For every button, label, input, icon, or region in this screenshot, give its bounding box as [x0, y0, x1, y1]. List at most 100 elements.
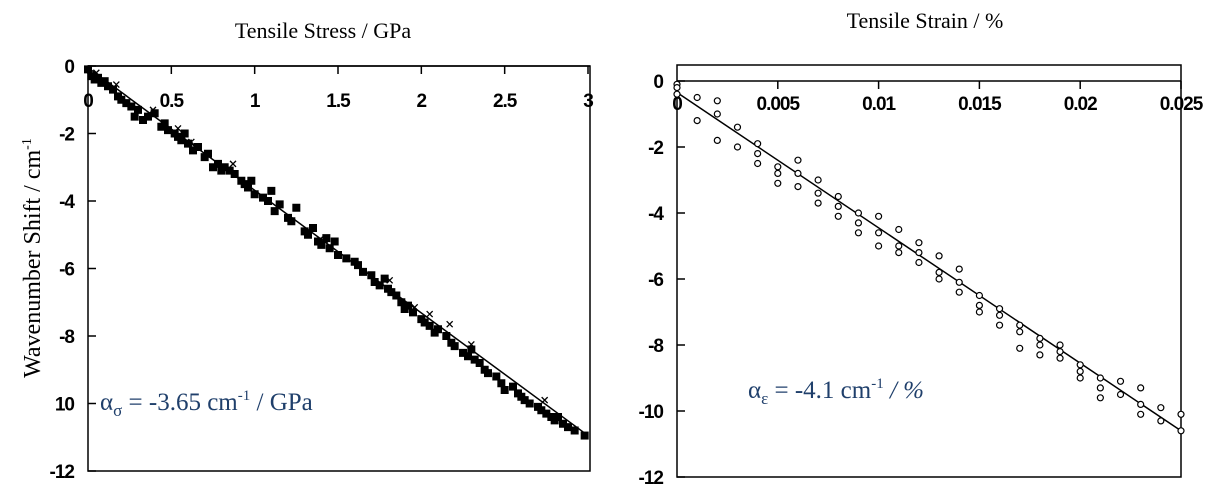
- x-tick-label: 1.5: [326, 91, 351, 112]
- strain-plot-frame: [676, 64, 1182, 478]
- data-point: [955, 278, 963, 286]
- data-point: [1016, 328, 1024, 336]
- data-point: [375, 281, 384, 290]
- data-point: [359, 267, 367, 276]
- strain-coefficient-annotation: αε = -4.1 cm-1 / %: [748, 376, 924, 408]
- data-point: [117, 95, 126, 104]
- data-point: [915, 249, 923, 257]
- data-point: [1016, 344, 1024, 352]
- data-point: [955, 288, 963, 296]
- y-tick-label: -4: [59, 192, 75, 213]
- data-point: [194, 143, 202, 151]
- data-point: [180, 129, 189, 138]
- y-tick-label: 0: [64, 57, 74, 78]
- data-point: [386, 276, 394, 284]
- data-point: [713, 136, 721, 144]
- data-point: [673, 90, 681, 98]
- y-tick-label: 0: [653, 72, 663, 93]
- data-point: [1116, 390, 1125, 399]
- data-point: [150, 109, 159, 118]
- data-point: [380, 274, 389, 283]
- data-point: [834, 202, 842, 210]
- x-tick-label: 3: [583, 91, 593, 112]
- data-point: [754, 159, 762, 168]
- data-point: [464, 352, 472, 361]
- y-axis-label: Wavenumber Shift / cm-1: [20, 138, 46, 378]
- data-point: [230, 170, 239, 178]
- data-point: [1076, 367, 1084, 375]
- data-point: [525, 399, 534, 408]
- stress-x-ticks: 0 0.5 1 1.5 2 2.5 3: [83, 66, 594, 112]
- data-point: [225, 166, 234, 175]
- data-point: [177, 136, 186, 145]
- data-point: [874, 229, 883, 237]
- stress-chart-title: Tensile Stress / GPa: [235, 18, 412, 43]
- data-point: [995, 321, 1004, 329]
- data-point: [84, 65, 92, 74]
- data-point: [834, 212, 842, 220]
- data-point: [854, 219, 863, 227]
- data-point: [112, 81, 120, 89]
- data-point: [287, 217, 296, 226]
- data-point: [187, 138, 195, 146]
- data-point: [570, 426, 579, 435]
- data-point: [367, 271, 376, 280]
- data-point: [387, 288, 396, 297]
- data-point: [392, 291, 401, 300]
- data-point: [794, 169, 802, 177]
- data-point: [434, 325, 442, 334]
- data-point: [975, 308, 984, 316]
- data-point: [470, 355, 479, 364]
- data-point: [354, 261, 362, 270]
- data-point: [204, 149, 212, 158]
- data-point: [895, 242, 903, 250]
- data-point: [580, 431, 589, 440]
- y-tick-label: -12: [639, 468, 664, 485]
- data-point: [955, 265, 963, 273]
- data-point: [754, 140, 762, 148]
- x-tick-label: 1: [250, 91, 261, 112]
- strain-chart-title: Tensile Strain / %: [847, 8, 1004, 33]
- x-tick-label: 0: [83, 91, 93, 112]
- data-point: [1157, 404, 1165, 412]
- data-point: [397, 298, 406, 307]
- data-point: [1137, 400, 1145, 408]
- data-point: [1016, 321, 1024, 329]
- data-point: [1137, 410, 1145, 418]
- data-point: [244, 183, 252, 192]
- data-point: [411, 303, 419, 311]
- data-point: [520, 396, 529, 405]
- data-point: [537, 406, 546, 415]
- data-point: [122, 99, 131, 108]
- data-point: [1116, 377, 1125, 385]
- data-point: [1096, 394, 1104, 402]
- data-point: [1076, 361, 1084, 369]
- data-point: [915, 258, 923, 267]
- data-point: [874, 212, 883, 220]
- x-tick-label: 0.02: [1064, 94, 1097, 115]
- y-tick-label: -10: [639, 402, 664, 423]
- data-point: [270, 207, 279, 216]
- data-point: [139, 116, 147, 124]
- y-tick-label: -2: [59, 125, 74, 146]
- data-point: [317, 240, 326, 249]
- data-point: [174, 124, 182, 132]
- data-point: [184, 139, 192, 148]
- data-point: [189, 146, 197, 155]
- data-point: [1096, 384, 1104, 392]
- data-point: [693, 116, 701, 125]
- stress-chart: Tensile Stress / GPa 0 0.5 1 1.5 2 2.5 3 0 -2 -4…: [50, 18, 595, 483]
- strain-y-ticks: 0 -2 -4 -6 -8 -10 -12: [639, 72, 685, 485]
- x-tick-label: 2: [417, 91, 427, 112]
- data-point: [733, 123, 742, 131]
- data-point: [264, 197, 272, 205]
- x-tick-label: 0: [672, 94, 682, 115]
- data-point: [420, 318, 429, 327]
- data-point: [144, 112, 152, 121]
- data-point: [1177, 427, 1185, 435]
- y-tick-label: -6: [648, 270, 663, 291]
- data-point: [975, 291, 984, 300]
- x-tick-label: 0.5: [160, 91, 185, 112]
- data-point: [259, 193, 267, 202]
- data-point: [321, 236, 329, 244]
